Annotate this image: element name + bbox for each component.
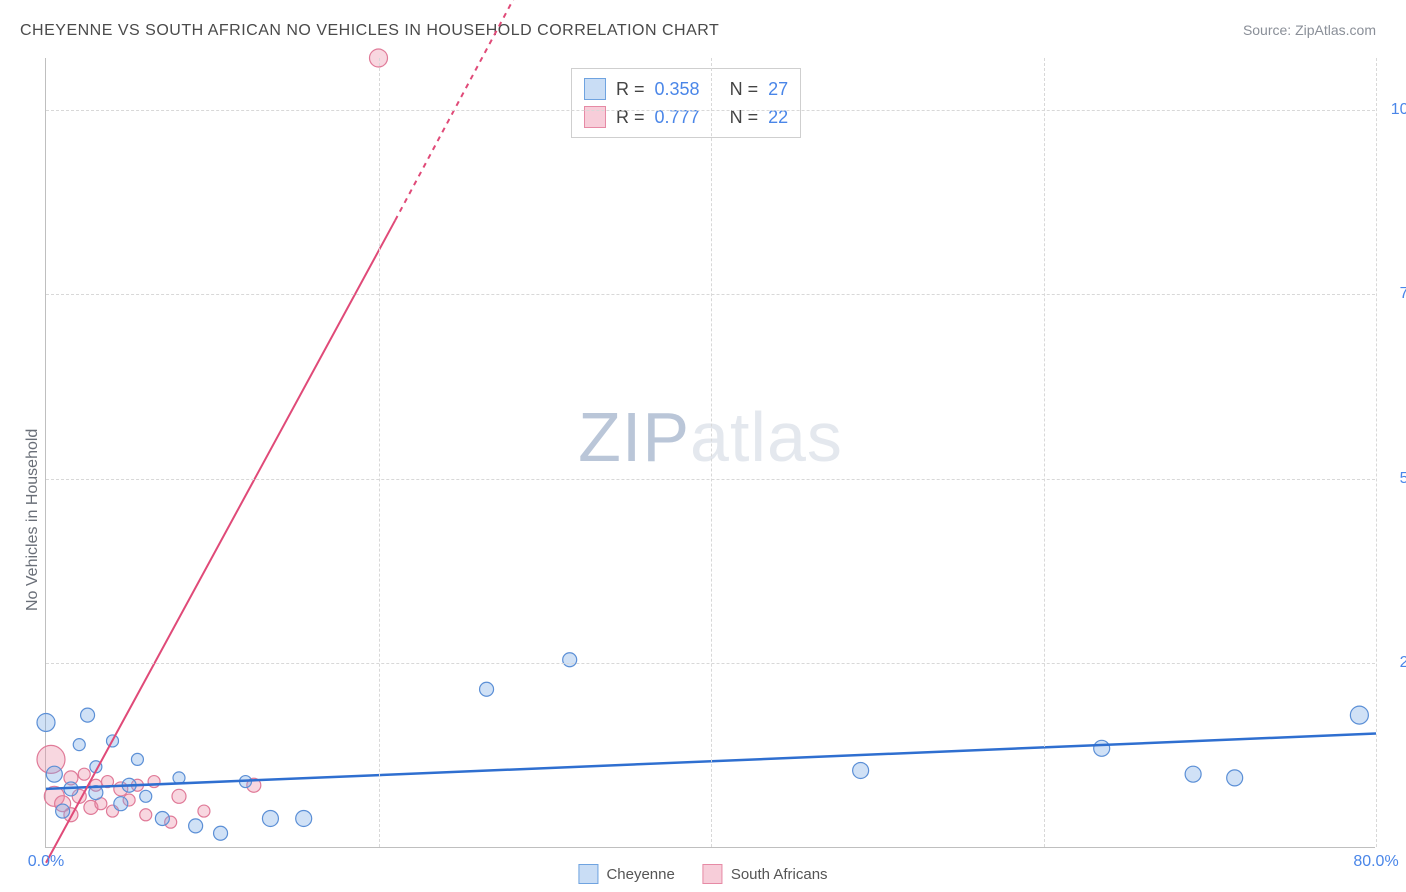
scatter-point-cheyenne [73, 739, 85, 751]
scatter-point-cheyenne [296, 810, 312, 826]
x-tick-label: 80.0% [1353, 853, 1398, 871]
legend-item-south-africans: South Africans [703, 864, 828, 884]
scatter-point-cheyenne [155, 811, 169, 825]
series-legend: Cheyenne South Africans [578, 864, 827, 884]
scatter-point-cheyenne [480, 682, 494, 696]
scatter-point-cheyenne [81, 708, 95, 722]
r-label: R = [616, 75, 645, 103]
r-value: 0.777 [655, 103, 700, 131]
scatter-point-cheyenne [1185, 766, 1201, 782]
scatter-point-cheyenne [37, 713, 55, 731]
scatter-point-south-african [140, 809, 152, 821]
x-tick-label: 0.0% [28, 853, 64, 871]
scatter-point-cheyenne [140, 790, 152, 802]
scatter-point-cheyenne [46, 766, 62, 782]
scatter-point-cheyenne [1227, 770, 1243, 786]
legend-item-cheyenne: Cheyenne [578, 864, 674, 884]
y-tick-label: 50.0% [1385, 470, 1406, 488]
scatter-point-cheyenne [114, 797, 128, 811]
trend-line [46, 220, 395, 862]
chart-plot-area: ZIPatlas R = 0.358 N = 27 R = 0.777 N = … [45, 58, 1375, 848]
n-label: N = [730, 103, 759, 131]
y-tick-label: 25.0% [1385, 654, 1406, 672]
chart-title: CHEYENNE VS SOUTH AFRICAN NO VEHICLES IN… [20, 22, 719, 40]
scatter-point-cheyenne [563, 653, 577, 667]
legend-label: Cheyenne [606, 866, 674, 883]
legend-swatch-icon [584, 78, 606, 100]
r-label: R = [616, 103, 645, 131]
source-prefix: Source: [1243, 22, 1295, 38]
correlation-legend-row-1: R = 0.358 N = 27 [584, 75, 788, 103]
scatter-point-cheyenne [131, 753, 143, 765]
legend-label: South Africans [731, 866, 828, 883]
scatter-point-cheyenne [853, 762, 869, 778]
legend-swatch-icon [578, 864, 598, 884]
scatter-point-cheyenne [262, 810, 278, 826]
n-value: 27 [768, 75, 788, 103]
n-label: N = [730, 75, 759, 103]
scatter-point-south-african [78, 768, 90, 780]
scatter-point-south-african [198, 805, 210, 817]
scatter-point-cheyenne [214, 826, 228, 840]
scatter-point-cheyenne [1094, 740, 1110, 756]
y-tick-label: 100.0% [1385, 101, 1406, 119]
scatter-point-south-african [172, 789, 186, 803]
scatter-point-cheyenne [1350, 706, 1368, 724]
y-tick-label: 75.0% [1385, 285, 1406, 303]
r-value: 0.358 [655, 75, 700, 103]
n-value: 22 [768, 103, 788, 131]
correlation-legend-box: R = 0.358 N = 27 R = 0.777 N = 22 [571, 68, 801, 138]
y-axis-label: No Vehicles in Household [24, 429, 42, 611]
legend-swatch-icon [703, 864, 723, 884]
source-attribution: Source: ZipAtlas.com [1243, 22, 1376, 38]
correlation-legend-row-2: R = 0.777 N = 22 [584, 103, 788, 131]
source-name: ZipAtlas.com [1295, 22, 1376, 38]
scatter-point-cheyenne [56, 804, 70, 818]
scatter-point-cheyenne [189, 819, 203, 833]
